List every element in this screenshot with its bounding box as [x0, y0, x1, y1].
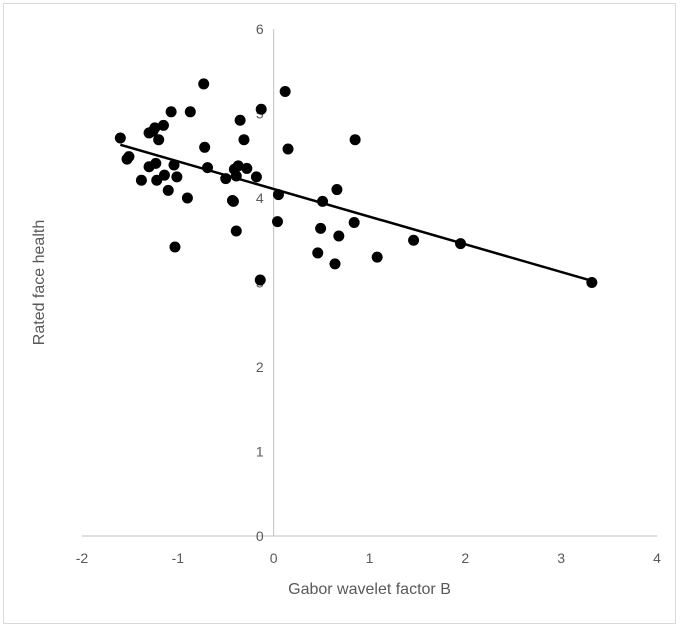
- data-point: [329, 258, 341, 270]
- data-point: [135, 174, 147, 186]
- data-point: [227, 195, 239, 207]
- data-point: [349, 134, 361, 146]
- data-point: [348, 217, 360, 229]
- data-point: [230, 225, 242, 237]
- data-point: [181, 192, 193, 204]
- data-point: [371, 251, 383, 263]
- data-point: [158, 169, 170, 181]
- data-point: [149, 122, 161, 134]
- y-tick-label: 1: [256, 444, 264, 460]
- data-point: [198, 78, 210, 90]
- y-tick-label: 2: [256, 359, 264, 375]
- y-tick-label: 6: [256, 21, 264, 37]
- data-point: [234, 114, 246, 126]
- x-tick-label: 4: [653, 550, 661, 566]
- data-point: [168, 159, 180, 171]
- data-point: [238, 134, 250, 146]
- x-tick-label: 1: [366, 550, 374, 566]
- data-point: [250, 171, 262, 183]
- data-point: [315, 222, 327, 234]
- data-point: [162, 184, 174, 196]
- data-point: [272, 216, 283, 228]
- data-point: [317, 195, 329, 207]
- data-point: [169, 241, 181, 253]
- x-tick-label: 2: [461, 550, 469, 566]
- data-point: [153, 134, 165, 146]
- x-tick-label: 0: [270, 550, 278, 566]
- data-point: [123, 151, 135, 163]
- y-tick-label: 0: [256, 528, 264, 544]
- y-axis-title: Rated face health: [31, 220, 48, 345]
- data-point: [202, 162, 214, 174]
- scatter-chart: -2-1012340123456 Rated face health Gabor…: [31, 21, 661, 598]
- x-tick-label: 3: [557, 550, 565, 566]
- data-point: [586, 277, 598, 288]
- chart-frame: -2-1012340123456 Rated face health Gabor…: [3, 3, 676, 624]
- data-point: [150, 157, 162, 169]
- y-tick-label: 4: [256, 190, 264, 206]
- data-point: [272, 189, 284, 201]
- data-point: [455, 238, 467, 250]
- data-point: [199, 141, 211, 153]
- data-point: [254, 274, 266, 286]
- data-point: [232, 160, 244, 172]
- x-tick-label: -1: [172, 550, 185, 566]
- data-point: [279, 86, 291, 98]
- trendline: [119, 143, 593, 283]
- data-point: [157, 119, 169, 131]
- data-point: [241, 162, 253, 174]
- data-point: [114, 132, 126, 144]
- data-point: [230, 170, 242, 182]
- data-point: [171, 171, 183, 183]
- data-point: [333, 230, 345, 242]
- data-point: [220, 173, 232, 185]
- x-axis-title: Gabor wavelet factor B: [288, 581, 451, 598]
- data-point: [408, 234, 420, 246]
- data-point: [165, 106, 177, 118]
- data-point: [312, 247, 324, 259]
- data-point: [184, 106, 196, 118]
- data-point: [255, 103, 267, 115]
- x-tick-label: -2: [76, 550, 89, 566]
- data-point: [282, 143, 294, 155]
- data-point: [331, 184, 343, 196]
